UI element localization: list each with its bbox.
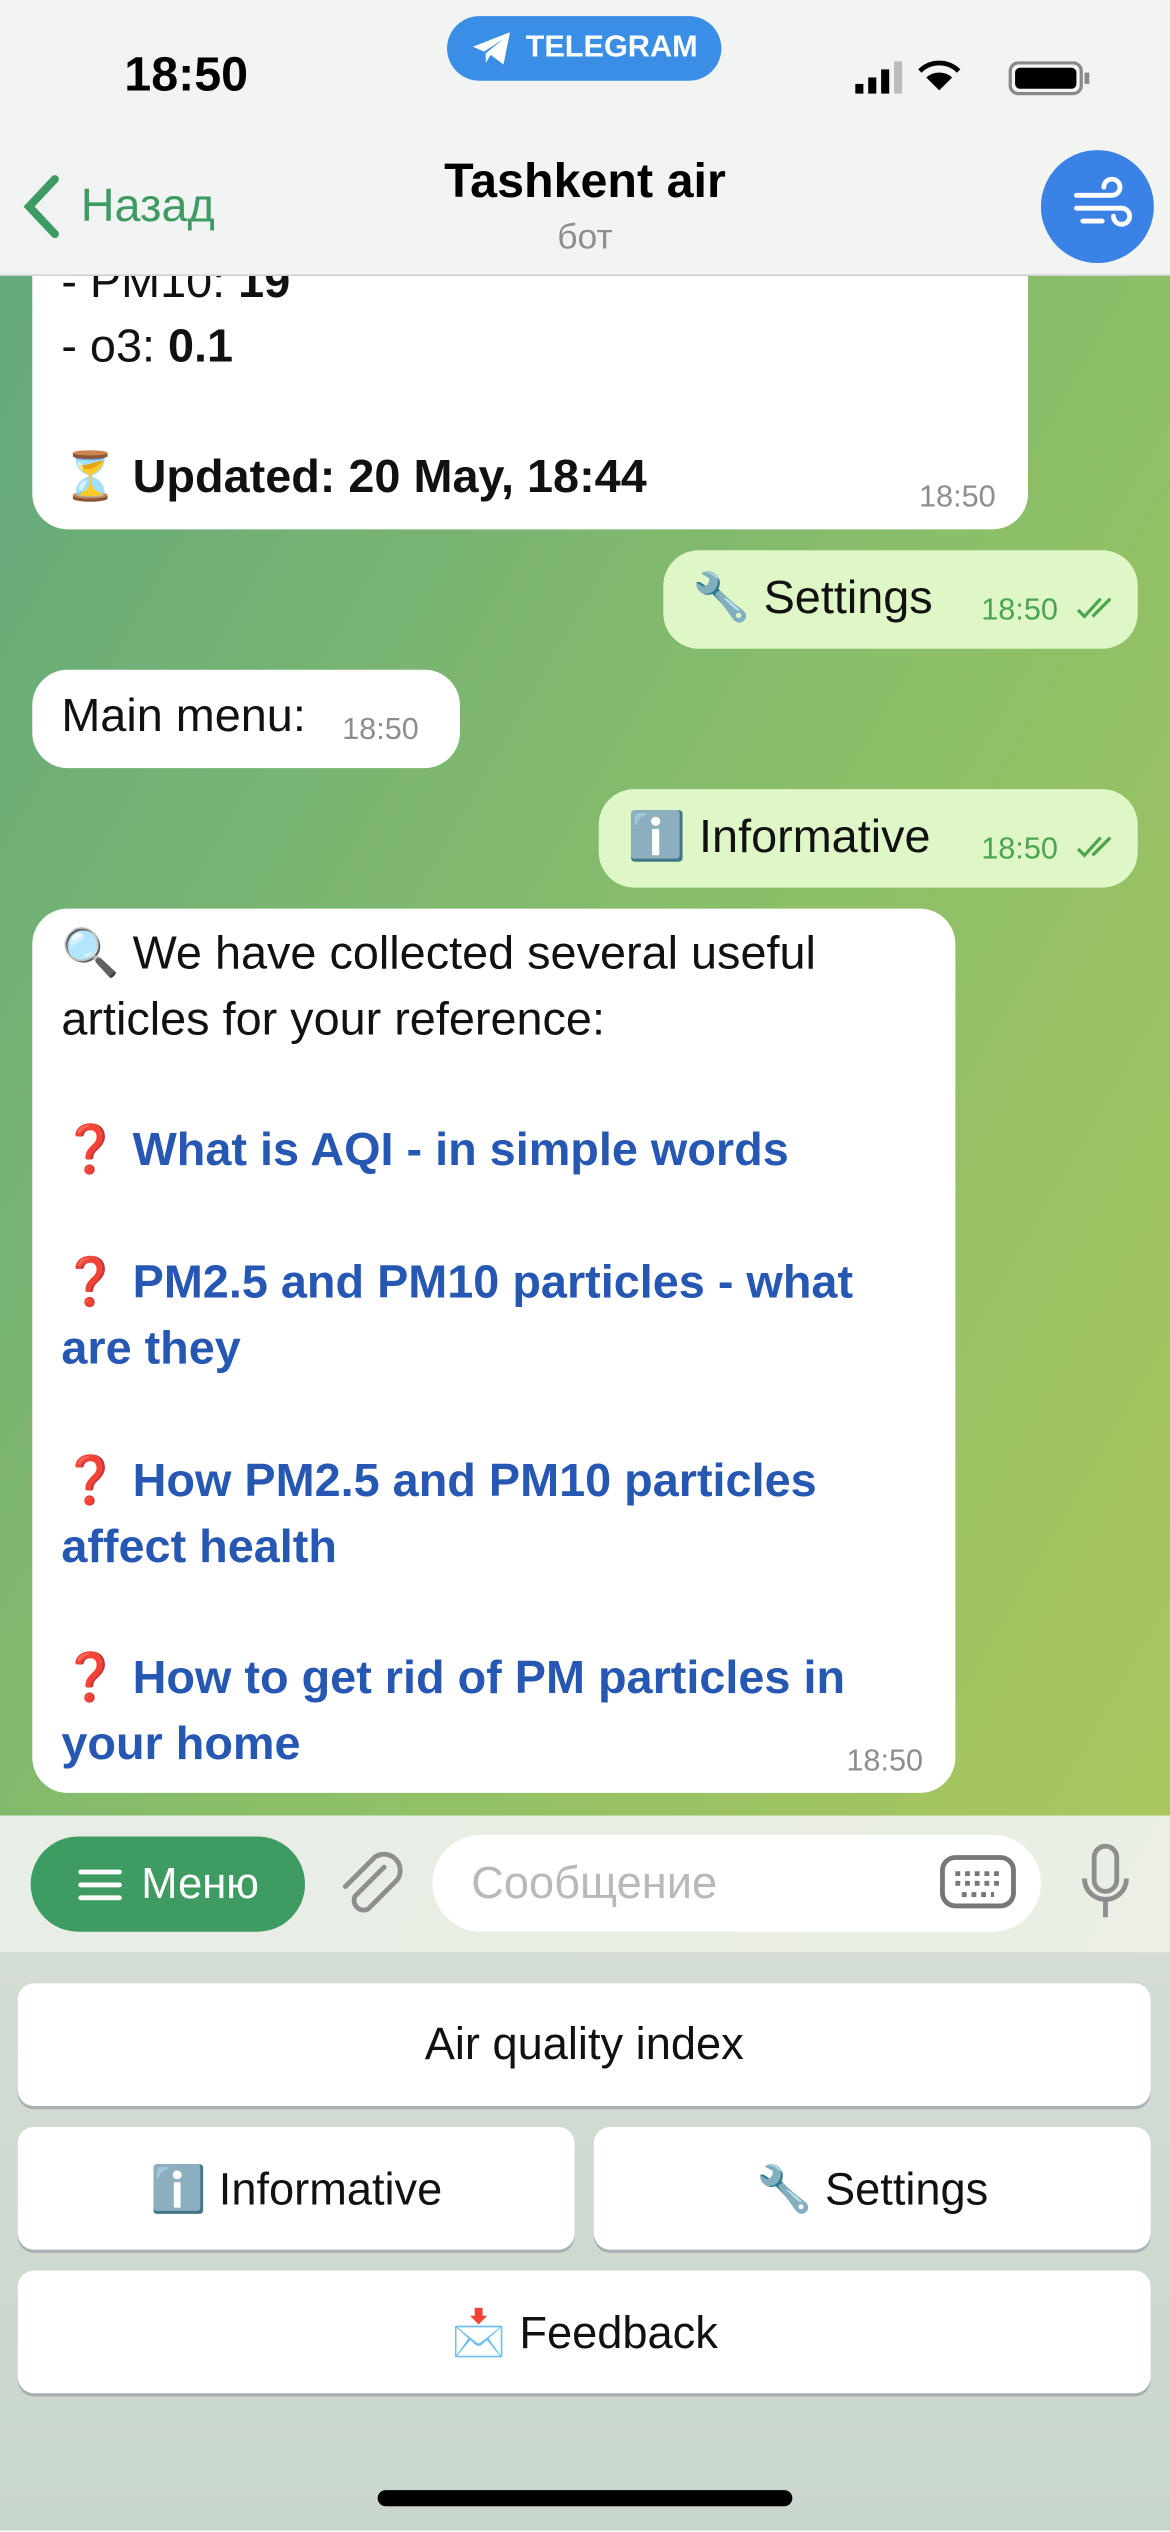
- message-time: 18:50: [981, 832, 1058, 867]
- bot-avatar[interactable]: [1040, 150, 1154, 264]
- badge-text: TELEGRAM: [525, 30, 698, 65]
- telegram-icon: [472, 32, 510, 65]
- updated-icon: ⏳: [61, 451, 120, 504]
- message-bubble: 🔧 Settings 18:50: [663, 550, 1138, 649]
- metric-label: - o3:: [61, 321, 155, 373]
- link-icon: ❓: [61, 1124, 120, 1177]
- message-time: 18:50: [981, 593, 1058, 628]
- link-text: How PM2.5 and PM10 particles affect heal…: [61, 1455, 817, 1574]
- message-text: Main menu:: [61, 690, 306, 743]
- metric-line: - PM10: 19: [61, 276, 290, 310]
- message-input[interactable]: Сообщение: [432, 1834, 1041, 1932]
- article-link[interactable]: ❓ How to get rid of PM particles in your…: [61, 1646, 932, 1778]
- link-text: PM2.5 and PM10 particles - what are they: [61, 1257, 854, 1375]
- metric-line: - o3: 0.1: [61, 321, 233, 374]
- metric-label: - PM10:: [61, 275, 226, 309]
- menu-label: Меню: [141, 1859, 259, 1908]
- keyboard-button[interactable]: 📩 Feedback: [17, 2270, 1151, 2394]
- link-icon: ❓: [61, 1257, 120, 1309]
- keyboard-button[interactable]: Air quality index: [17, 1983, 1151, 2107]
- link-text: How to get rid of PM particles in your h…: [61, 1652, 846, 1771]
- message-bubble: ℹ️ Informative 18:50: [598, 789, 1138, 888]
- read-checks: [1076, 836, 1112, 858]
- message-bubble: Main menu: 18:50: [32, 669, 460, 769]
- article-link[interactable]: ❓ What is AQI - in simple words: [61, 1118, 932, 1184]
- link-text: What is AQI - in simple words: [132, 1124, 789, 1177]
- avatar-icon: [1073, 176, 1133, 227]
- article-link[interactable]: ❓ How PM2.5 and PM10 particles affect he…: [61, 1449, 932, 1581]
- chat-area: - PM10: 19 - o3: 0.1 ⏳ Updated: 20 May, …: [0, 275, 1170, 1816]
- home-indicator: [377, 2490, 793, 2507]
- message-bubble: 🔍 We have collected several useful artic…: [32, 908, 956, 1793]
- updated-text: Updated: 20 May, 18:44: [132, 451, 647, 504]
- keyboard-button[interactable]: ℹ️ Informative: [17, 2126, 575, 2250]
- link-icon: ❓: [61, 1455, 120, 1508]
- message-text: ℹ️ Informative: [627, 811, 931, 864]
- back-chevron: [23, 175, 59, 239]
- message-bubble: - PM10: 19 - o3: 0.1 ⏳ Updated: 20 May, …: [32, 275, 1028, 530]
- back-button[interactable]: Назад: [19, 174, 215, 239]
- read-checks: [1076, 597, 1112, 619]
- message-time: 18:50: [918, 480, 996, 515]
- input-placeholder: Сообщение: [471, 1857, 718, 1908]
- back-label: Назад: [80, 179, 215, 232]
- status-icons: [855, 60, 1090, 96]
- attach-button[interactable]: [336, 1848, 407, 1922]
- metric-value: 19: [238, 275, 291, 309]
- menu-button[interactable]: Меню: [30, 1836, 306, 1932]
- chat-subtitle: бот: [557, 216, 613, 257]
- metric-value: 0.1: [167, 321, 234, 373]
- link-icon: ❓: [61, 1652, 120, 1705]
- article-link[interactable]: ❓ PM2.5 and PM10 particles - what are th…: [61, 1251, 932, 1383]
- clock: 18:50: [124, 48, 249, 102]
- telegram-badge: TELEGRAM: [447, 16, 722, 81]
- keyboard-toggle[interactable]: [939, 1854, 1020, 1912]
- chat-title: Tashkent air: [444, 154, 726, 209]
- message-time: 18:50: [342, 713, 419, 748]
- updated-line: ⏳ Updated: 20 May, 18:44: [61, 450, 646, 505]
- message-time: 18:50: [846, 1744, 924, 1779]
- menu-icon: [77, 1868, 122, 1900]
- message-text: 🔍 We have collected several useful artic…: [61, 927, 816, 1046]
- mic-button[interactable]: [1078, 1843, 1136, 1924]
- keyboard-button[interactable]: 🔧 Settings: [593, 2126, 1151, 2250]
- message-text: 🔧 Settings: [692, 572, 933, 625]
